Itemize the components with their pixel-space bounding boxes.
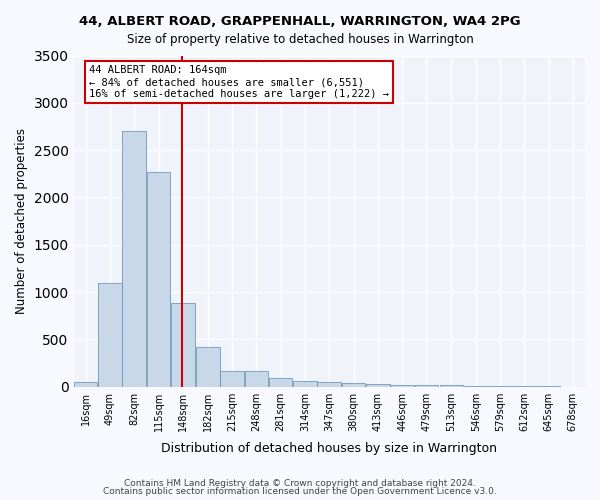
Text: 44, ALBERT ROAD, GRAPPENHALL, WARRINGTON, WA4 2PG: 44, ALBERT ROAD, GRAPPENHALL, WARRINGTON… bbox=[79, 15, 521, 28]
Y-axis label: Number of detached properties: Number of detached properties bbox=[15, 128, 28, 314]
Bar bbox=[245, 371, 268, 386]
Bar bbox=[171, 304, 194, 386]
Bar bbox=[366, 384, 389, 386]
Bar bbox=[269, 378, 292, 386]
Bar bbox=[196, 348, 220, 387]
Text: Size of property relative to detached houses in Warrington: Size of property relative to detached ho… bbox=[127, 32, 473, 46]
Text: Contains public sector information licensed under the Open Government Licence v3: Contains public sector information licen… bbox=[103, 487, 497, 496]
Bar bbox=[440, 385, 463, 386]
Bar bbox=[293, 380, 317, 386]
Bar bbox=[147, 172, 170, 386]
Bar bbox=[122, 131, 146, 386]
Text: Contains HM Land Registry data © Crown copyright and database right 2024.: Contains HM Land Registry data © Crown c… bbox=[124, 478, 476, 488]
Bar bbox=[74, 382, 97, 386]
Bar bbox=[342, 384, 365, 386]
Bar bbox=[317, 382, 341, 386]
Bar bbox=[220, 370, 244, 386]
Bar bbox=[391, 385, 414, 386]
Bar bbox=[98, 282, 122, 387]
X-axis label: Distribution of detached houses by size in Warrington: Distribution of detached houses by size … bbox=[161, 442, 497, 455]
Bar bbox=[415, 385, 438, 386]
Text: 44 ALBERT ROAD: 164sqm
← 84% of detached houses are smaller (6,551)
16% of semi-: 44 ALBERT ROAD: 164sqm ← 84% of detached… bbox=[89, 66, 389, 98]
